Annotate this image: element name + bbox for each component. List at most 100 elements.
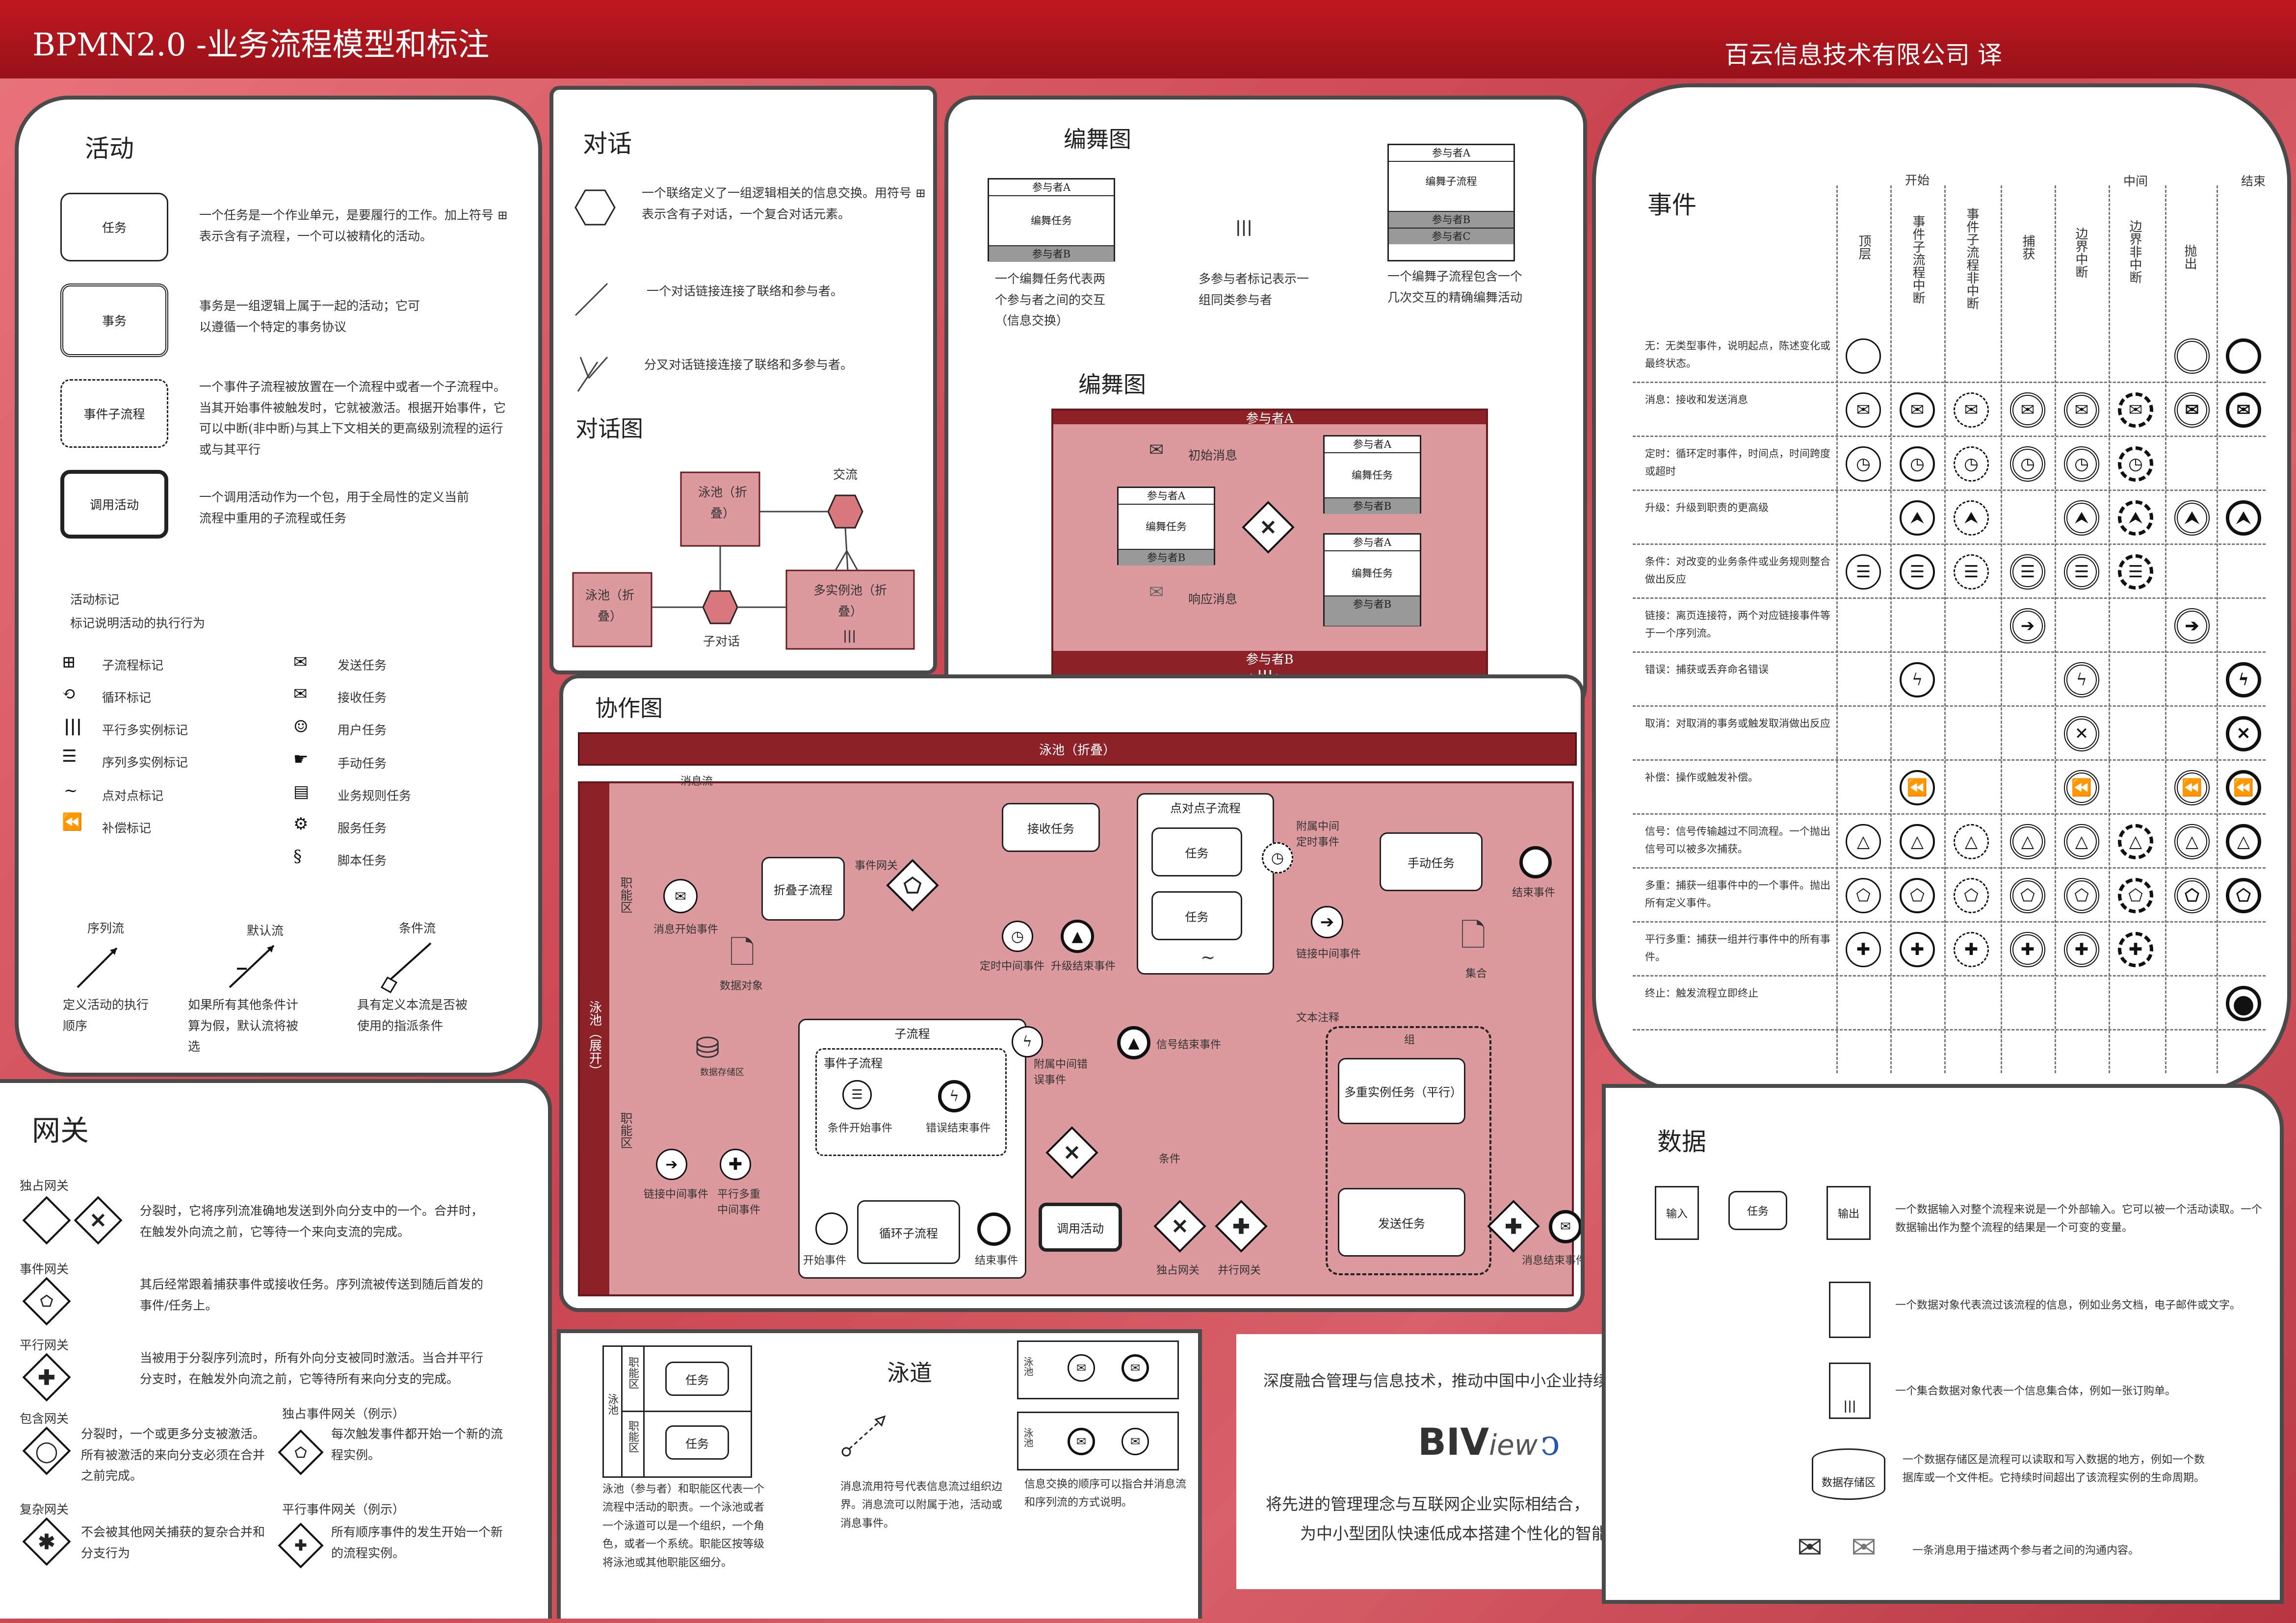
complex-gw-icon: ✱ (22, 1517, 71, 1566)
event-symbol-icon: ϟ (2226, 662, 2261, 697)
escalation-end-event: ▲ (1061, 920, 1094, 953)
promo-line-2: 将先进的管理理念与互联网企业实际相结合， (1266, 1494, 1590, 1514)
event-symbol-icon: ✉ (1900, 392, 1935, 428)
events-grid-vline (1890, 185, 1892, 1073)
subconv-label: 子对话 (703, 634, 740, 648)
data-object-icon: 🗋 (730, 935, 755, 971)
flow-arrows (77, 942, 432, 994)
event-row-label: 错误：捕获或丢弃命名错误 (1645, 664, 1769, 675)
event-symbol-icon: △ (1954, 824, 1989, 859)
exclusive-gw-desc: 分裂时，它将序列流准确地发送到外向分支中的一个。合并时，在触发外向流之前，它等待… (140, 1204, 484, 1239)
sequence-flow-desc: 定义活动的执行顺序 (63, 998, 149, 1033)
parallel-gw-title: 平行网关 (20, 1338, 69, 1352)
conv-pool-3: 多实例池（折叠） (813, 583, 887, 618)
col-catching: 捕获 (2020, 234, 2035, 260)
datastore-icon: ⛁ (695, 1031, 720, 1065)
events-panel: 事件 开始 中间 结束 顶层 事件子流程中断 事件子流程非中断 捕获 边界中断 … (1592, 83, 2291, 1094)
events-grid-hline (1633, 382, 2266, 383)
conditional-start-event: ☰ (842, 1080, 872, 1109)
sequential-mi-label: 序列多实例标记 (102, 755, 188, 770)
attached-error-label: 附属中间错误事件 (1034, 1058, 1088, 1086)
par-event-gw-icon: ✚ (278, 1522, 324, 1569)
transaction-shape: 事务 (60, 283, 168, 357)
event-symbol-icon: ⮝ (2118, 500, 2153, 536)
msg-flow-label: 消息流 (680, 775, 713, 788)
event-symbol-icon: ✚ (2010, 932, 2045, 967)
choreo-task-upper: 参与者A 编舞任务 参与者B (1323, 435, 1421, 514)
events-grid-vline (2109, 185, 2110, 1073)
event-row-label: 终止：触发流程立即终止 (1645, 987, 1758, 999)
attached-timer-event: ◷ (1262, 842, 1293, 874)
markers-title: 活动标记 (70, 593, 120, 607)
lane-divider-h (621, 1411, 751, 1412)
user-task-label: 用户任务 (338, 723, 387, 737)
activities-title: 活动 (85, 134, 134, 163)
timer-label: 定时中间事件 (980, 960, 1045, 973)
sequence-flow-title: 序列流 (87, 921, 125, 935)
events-grid-hline (1633, 1029, 2266, 1030)
events-grid-hline (1633, 813, 2266, 815)
event-symbol-icon: ✚ (1900, 932, 1935, 967)
msg-seq-event-4: ✉ (1122, 1428, 1149, 1455)
par-gw-label: 并行网关 (1218, 1264, 1261, 1277)
msg-end-event: ✉ (1549, 1210, 1581, 1243)
inclusive-gw-title: 包含网关 (20, 1412, 69, 1426)
choreo-band-a: 参与者A (1053, 411, 1486, 426)
logo-swoosh-icon: ↄ (1540, 1423, 1560, 1463)
swimlane-task1: 任务 (665, 1362, 729, 1396)
col-boundary-interrupting: 边界中断 (2073, 227, 2088, 278)
multi-participant-desc: 多参与者标记表示一组同类参与者 (1199, 272, 1309, 307)
datastore-shape: 数据存储区 (1812, 1448, 1885, 1500)
inclusive-gw-icon: ◯ (22, 1426, 71, 1475)
event-symbol-icon: ⏪ (2064, 770, 2099, 805)
event-symbol-icon (1846, 338, 1881, 374)
events-grid-hline (1633, 975, 2266, 977)
events-grid-vline (2165, 185, 2166, 1073)
events-grid-hline (1633, 759, 2266, 761)
manual-task-icon: ☛ (293, 749, 309, 769)
conversation-icons (572, 189, 915, 650)
call-activity-shape: 调用活动 (60, 470, 168, 539)
event-symbol-icon: ⏪ (2226, 770, 2261, 805)
swimlane-pool-label: 泳池 (606, 1393, 618, 1415)
biview-logo: BIV iew ↄ (1418, 1420, 1560, 1464)
event-symbol-icon: ✉ (1954, 392, 1989, 428)
events-title: 事件 (1647, 191, 1696, 219)
event-row-label: 链接：离页连接符，两个对应链接事件等于一个序列流。 (1645, 610, 1830, 639)
receive-task-label: 接收任务 (338, 691, 387, 705)
event-row-label: 取消：对取消的事务或触发取消做出反应 (1645, 718, 1830, 729)
init-msg-icon: ✉ (1149, 440, 1164, 460)
conditional-flow-title: 条件流 (399, 921, 436, 935)
parallel-multiple-event: ✚ (720, 1149, 751, 1180)
parallel-gw-desc: 当被用于分裂序列流时，所有外向分支被同时激活。当合并平行分支时，在触发外向流之前… (140, 1351, 484, 1386)
expanded-pool: 泳池（展开） 职能区 职能区 消息流 ✉ 消息开始事件 🗋 数据对象 折叠子流程… (578, 775, 1581, 1296)
event-symbol-icon: ϟ (1900, 662, 1935, 697)
signal-end-label: 信号结束事件 (1156, 1039, 1222, 1051)
parallel-mi-icon: ||| (64, 716, 82, 736)
conversation-diagram-title: 对话图 (575, 415, 643, 442)
loop-subprocess: 循环子流程 (857, 1200, 960, 1264)
choreography-panel: 编舞图 参与者A 编舞任务 参与者B 一个编舞任务代表两个参与者之间的交互（信息… (944, 96, 1587, 716)
event-symbol-icon: ✉ (2064, 392, 2099, 428)
event-symbol-icon: △ (2174, 824, 2210, 859)
events-grid-hline (1633, 921, 2266, 923)
datastore-desc: 一个数据存储区是流程可以读取和写入数据的地方，例如一个数据库或一个文件柜。它持续… (1903, 1454, 2205, 1485)
event-gateway-label: 事件网关 (855, 860, 898, 872)
service-task-label: 服务任务 (338, 821, 387, 835)
choreo-subprocess-shape: 参与者A 编舞子流程 参与者B 参与者C (1387, 144, 1515, 261)
message-white-icon: ✉ (1797, 1529, 1823, 1565)
choreo-task-lower: 参与者A 编舞任务 参与者B (1323, 533, 1421, 626)
events-grid-hline (1633, 705, 2266, 707)
fork-link-desc: 分叉对话链接连接了联络和多参与者。 (644, 358, 853, 372)
timer-intermediate-event: ◷ (1002, 921, 1033, 952)
events-grid-vline (1944, 185, 1946, 1073)
collapsed-pool: 泳池（折叠） (578, 732, 1577, 766)
events-grid-vline (2001, 185, 2002, 1073)
adhoc-task-1: 任务 (1151, 827, 1242, 876)
condition-label: 条件 (1159, 1153, 1181, 1165)
event-row-label: 无：无类型事件，说明起点，陈述变化或最终状态。 (1645, 340, 1830, 369)
col-top-level: 顶层 (1856, 234, 1871, 260)
event-subprocess-shape: 事件子流程 (60, 379, 168, 448)
escalation-end-label: 升级结束事件 (1051, 960, 1116, 973)
excl-event-gw-desc: 每次触发事件都开始一个新的流程实例。 (331, 1427, 503, 1462)
